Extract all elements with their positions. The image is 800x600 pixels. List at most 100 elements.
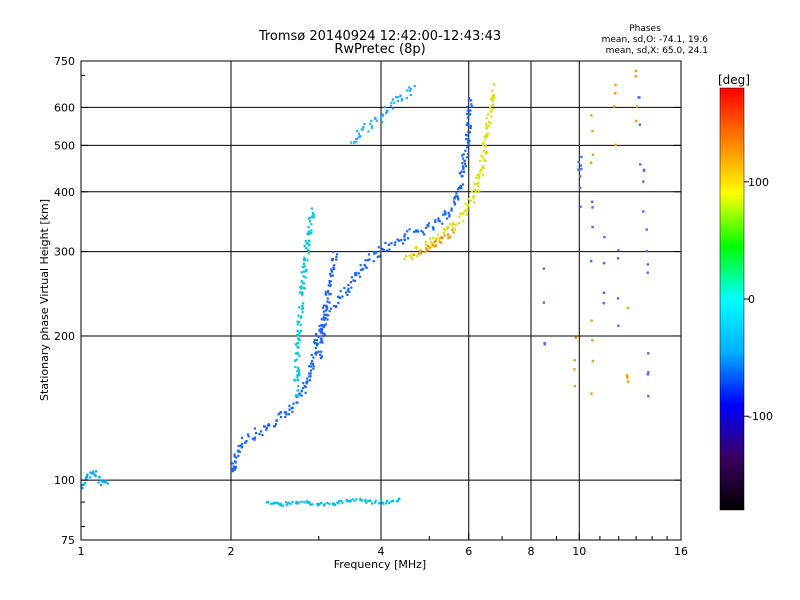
data-point bbox=[493, 96, 496, 100]
data-point bbox=[467, 203, 470, 206]
data-point bbox=[461, 212, 464, 215]
data-point bbox=[408, 86, 411, 89]
data-point bbox=[353, 279, 357, 282]
data-point bbox=[418, 252, 421, 255]
data-point bbox=[634, 69, 638, 73]
data-point bbox=[408, 254, 411, 257]
stats-line-x: mean, sd,X: 65.0, 24.1 bbox=[606, 46, 708, 56]
data-point bbox=[446, 227, 449, 230]
data-point bbox=[478, 189, 481, 192]
data-point bbox=[307, 226, 310, 229]
data-point bbox=[85, 477, 88, 481]
data-point bbox=[308, 220, 312, 223]
x-tick-label: 2 bbox=[228, 545, 235, 558]
x-tick-label: 10 bbox=[572, 545, 586, 558]
data-point bbox=[470, 190, 474, 193]
data-point bbox=[484, 145, 487, 148]
data-point bbox=[385, 110, 389, 114]
data-point bbox=[477, 184, 480, 188]
data-point bbox=[233, 468, 236, 471]
data-point bbox=[236, 450, 239, 453]
data-point bbox=[374, 116, 377, 120]
data-point bbox=[449, 223, 452, 226]
data-point bbox=[379, 499, 383, 502]
data-point bbox=[317, 504, 320, 507]
data-point bbox=[357, 132, 361, 135]
data-point bbox=[490, 109, 493, 112]
data-point bbox=[370, 119, 373, 123]
data-point bbox=[464, 165, 468, 168]
data-point bbox=[416, 254, 419, 258]
data-point bbox=[326, 306, 329, 309]
data-point bbox=[591, 129, 594, 133]
data-point bbox=[319, 341, 322, 344]
data-point bbox=[350, 286, 353, 289]
data-point bbox=[437, 233, 440, 236]
data-point bbox=[474, 188, 477, 192]
data-point bbox=[466, 146, 469, 149]
data-point bbox=[404, 254, 408, 258]
data-point bbox=[428, 237, 432, 240]
data-point bbox=[311, 503, 314, 506]
data-point bbox=[377, 502, 380, 505]
data-point bbox=[388, 501, 391, 504]
data-point bbox=[378, 255, 381, 258]
data-point bbox=[327, 314, 330, 317]
data-points bbox=[81, 69, 650, 507]
data-point bbox=[317, 350, 320, 353]
data-point bbox=[306, 377, 309, 380]
data-point bbox=[310, 362, 313, 365]
data-point bbox=[294, 365, 297, 369]
data-point bbox=[360, 128, 363, 131]
data-point bbox=[375, 251, 378, 254]
data-point bbox=[366, 259, 370, 262]
data-point bbox=[297, 385, 300, 388]
data-point bbox=[305, 500, 308, 503]
data-point bbox=[352, 279, 355, 282]
data-point bbox=[465, 112, 469, 115]
data-point bbox=[492, 95, 496, 98]
y-tick-label: 500 bbox=[54, 139, 75, 152]
data-point bbox=[489, 111, 492, 114]
data-point bbox=[451, 223, 455, 226]
data-point bbox=[459, 212, 462, 215]
data-point bbox=[287, 501, 290, 504]
data-point bbox=[646, 373, 650, 376]
data-point bbox=[234, 460, 237, 463]
data-point bbox=[308, 501, 311, 504]
data-point bbox=[464, 133, 468, 136]
data-point bbox=[273, 501, 276, 504]
data-point bbox=[470, 103, 473, 106]
data-point bbox=[396, 238, 399, 241]
data-point bbox=[591, 359, 594, 363]
data-point bbox=[434, 220, 437, 224]
data-point bbox=[482, 167, 485, 170]
data-point bbox=[465, 208, 468, 211]
data-point bbox=[465, 213, 469, 216]
data-point bbox=[303, 262, 306, 265]
data-point bbox=[427, 222, 431, 225]
data-point bbox=[490, 98, 493, 101]
data-point bbox=[406, 230, 409, 233]
data-point bbox=[374, 499, 377, 502]
data-point bbox=[302, 387, 305, 390]
data-point bbox=[93, 473, 96, 476]
data-point bbox=[329, 293, 332, 296]
data-point bbox=[296, 370, 299, 373]
data-point bbox=[355, 271, 358, 275]
data-point bbox=[300, 285, 303, 288]
data-point bbox=[373, 501, 376, 504]
data-point bbox=[391, 98, 395, 101]
data-point bbox=[428, 246, 431, 249]
data-point bbox=[353, 499, 356, 502]
data-point bbox=[363, 122, 366, 126]
data-point bbox=[466, 116, 469, 119]
data-point bbox=[419, 248, 422, 251]
data-point bbox=[462, 166, 465, 170]
data-point bbox=[390, 500, 393, 503]
data-point bbox=[323, 333, 326, 336]
data-point bbox=[239, 444, 242, 447]
data-point bbox=[329, 284, 332, 287]
data-point bbox=[396, 499, 399, 503]
data-point bbox=[464, 202, 467, 205]
